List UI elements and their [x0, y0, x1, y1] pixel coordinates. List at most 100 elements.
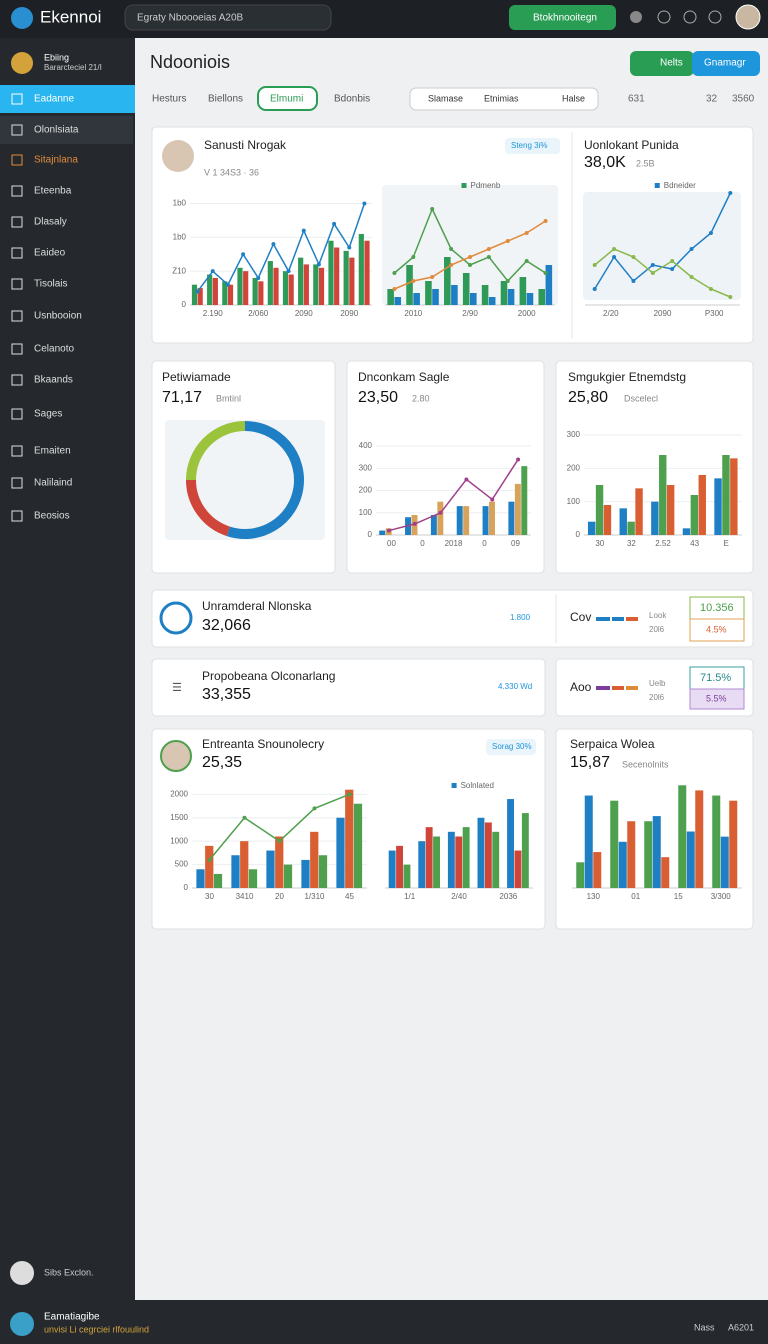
point	[631, 255, 636, 259]
x-tick-label: 2090	[295, 309, 313, 318]
avatar	[160, 740, 192, 772]
bar	[237, 267, 243, 305]
bar	[507, 289, 515, 305]
button[interactable]	[692, 51, 760, 76]
header-button[interactable]	[509, 5, 616, 30]
bar	[207, 274, 213, 305]
bar	[212, 277, 218, 305]
y-tick-label: Z10	[172, 266, 186, 275]
bar	[666, 485, 675, 535]
bar	[191, 284, 198, 305]
button[interactable]	[630, 51, 694, 76]
bar	[462, 273, 470, 305]
card-value: 15,87	[570, 754, 610, 771]
bar	[488, 297, 496, 305]
menu-item[interactable]: Emaiten	[34, 446, 71, 457]
card-title: Serpaica Wolea	[570, 737, 655, 751]
bar	[722, 455, 730, 535]
icon[interactable]	[708, 10, 722, 24]
card-value: 38,0K	[584, 154, 626, 171]
menu-item[interactable]: Eaideo	[34, 248, 66, 259]
point	[347, 245, 352, 250]
bar	[470, 293, 477, 305]
menu-item[interactable]: Eadanne	[34, 94, 74, 105]
bar	[508, 501, 515, 535]
avatar[interactable]	[735, 4, 761, 30]
bar	[196, 869, 205, 888]
y-tick-label: 200	[359, 486, 373, 495]
bar	[213, 873, 223, 888]
bar	[258, 281, 264, 305]
line	[594, 248, 731, 298]
point	[728, 295, 733, 299]
active-tab[interactable]	[257, 86, 318, 111]
tab[interactable]: Biellons	[208, 94, 243, 105]
point	[332, 221, 337, 226]
menu-item[interactable]: Celanoto	[34, 344, 74, 355]
x-tick-label: P300	[705, 309, 724, 318]
menu-item[interactable]: Eteenba	[34, 186, 72, 197]
menu-item[interactable]: Bkaands	[34, 375, 73, 386]
point	[286, 269, 291, 274]
card-sub: 2.5B	[636, 158, 655, 168]
bar	[394, 297, 402, 305]
icon[interactable]	[683, 10, 697, 24]
bar	[456, 506, 463, 535]
menu-item[interactable]: Beosios	[34, 511, 70, 522]
menu-item[interactable]: Usnbooion	[34, 311, 82, 322]
icon[interactable]	[630, 11, 642, 23]
bar	[714, 478, 722, 535]
point	[430, 275, 435, 279]
map-bg	[583, 192, 741, 300]
play-button[interactable]	[10, 1261, 34, 1285]
bar	[507, 799, 514, 888]
bar	[437, 501, 444, 535]
tab[interactable]: Bdonbis	[334, 94, 370, 105]
filter[interactable]: Slamase	[428, 93, 463, 103]
card-value: 25,35	[202, 754, 242, 771]
point	[430, 207, 435, 211]
menu-item[interactable]: Dlasaly	[34, 217, 67, 228]
menu-item[interactable]: Sitajnlana	[34, 155, 78, 166]
point	[438, 510, 443, 515]
point	[301, 228, 306, 233]
footer-link[interactable]: A6201	[728, 1322, 754, 1332]
menu-item[interactable]: Olonlsiata	[34, 125, 79, 136]
point	[411, 279, 416, 283]
x-tick-label: E	[724, 539, 729, 548]
bar	[720, 836, 729, 888]
bar	[403, 864, 411, 888]
menu-item[interactable]: Tisolais	[34, 279, 68, 290]
filter[interactable]: Etnimias	[484, 93, 519, 103]
bar	[695, 790, 704, 888]
badge-text: Steng 3i%	[511, 141, 547, 150]
filter-group	[409, 87, 599, 111]
icon[interactable]	[657, 10, 671, 24]
menu-item[interactable]: Sages	[34, 409, 62, 420]
footer-link[interactable]: Nass	[694, 1322, 715, 1332]
donut-segment	[226, 421, 304, 539]
badge-text: 5.5%	[706, 693, 727, 703]
menu-icon	[11, 445, 23, 457]
x-tick-label: 0	[420, 539, 425, 548]
x-tick-label: 2090	[654, 309, 672, 318]
bar	[451, 285, 458, 305]
card-value: 33,355	[202, 686, 251, 703]
donut-segment	[186, 421, 246, 481]
filter[interactable]: Halse	[562, 93, 585, 103]
badge-text: Sorag 30%	[492, 742, 532, 751]
menu-item[interactable]: Nalilaind	[34, 478, 72, 489]
card-title: Propobeana Olconarlang	[202, 669, 335, 683]
x-tick-label: 1/1	[404, 892, 416, 901]
x-tick-label: 1/310	[304, 892, 325, 901]
x-tick-label: 30	[205, 892, 214, 901]
tab[interactable]: Elmumi	[270, 94, 303, 105]
tab[interactable]: Hesturs	[152, 94, 186, 105]
x-tick-label: 3410	[236, 892, 254, 901]
bar	[425, 827, 433, 888]
search-box[interactable]	[124, 4, 332, 31]
bar	[334, 247, 340, 305]
card-title: Smgukgier Etnemdstg	[568, 370, 686, 384]
point	[612, 247, 617, 251]
point	[486, 247, 491, 251]
